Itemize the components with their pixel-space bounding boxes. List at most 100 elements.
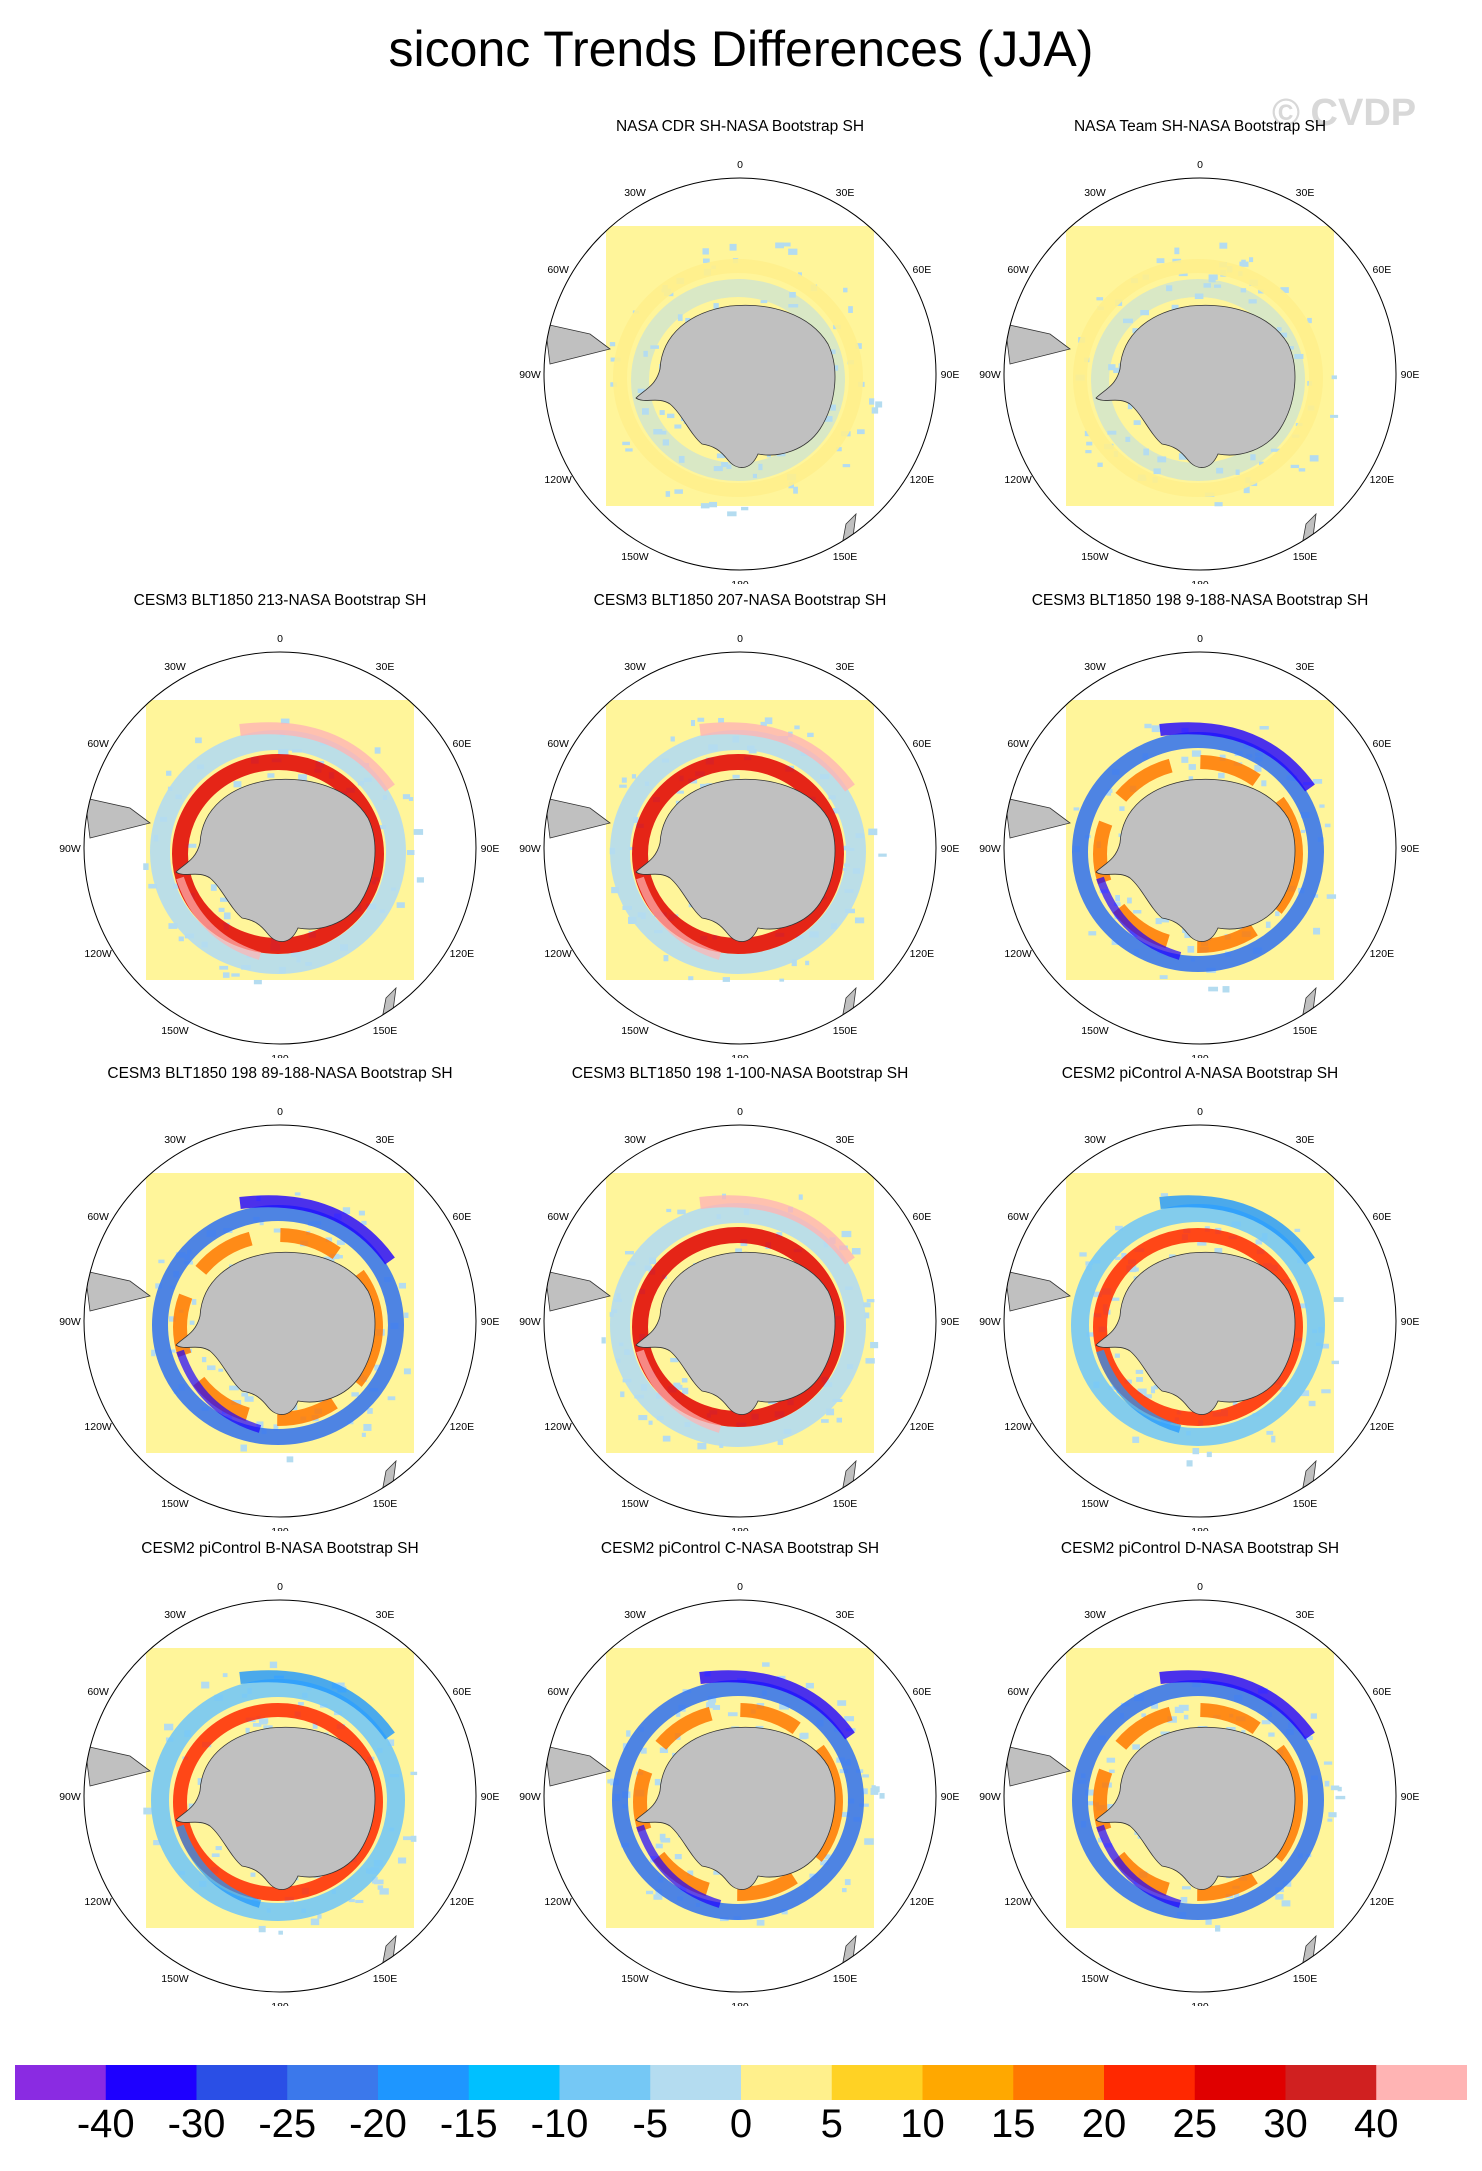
anomaly-speck bbox=[1150, 1386, 1156, 1394]
ice-edge-anomaly-band bbox=[1093, 1228, 1303, 1426]
anomaly-speck bbox=[374, 1364, 381, 1371]
anomaly-speck bbox=[201, 1681, 210, 1689]
ice-edge-anomaly-band bbox=[632, 1227, 844, 1427]
anomaly-speck bbox=[797, 272, 802, 277]
panel-title: NASA CDR SH-NASA Bootstrap SH bbox=[615, 118, 865, 135]
anomaly-speck bbox=[218, 907, 225, 912]
south-america-land bbox=[1004, 1270, 1071, 1312]
longitude-label: 120E bbox=[1370, 1421, 1395, 1433]
anomaly-speck bbox=[1113, 367, 1122, 374]
longitude-label: 30E bbox=[1296, 661, 1315, 673]
anomaly-speck bbox=[278, 1930, 283, 1935]
longitude-label: 60W bbox=[1007, 738, 1029, 750]
anomaly-speck bbox=[342, 1207, 351, 1215]
longitude-label: 90W bbox=[59, 1791, 81, 1803]
anomaly-speck bbox=[851, 1248, 861, 1255]
anomaly-speck bbox=[1096, 297, 1104, 301]
longitude-label: 90E bbox=[941, 843, 960, 855]
longitude-label: 120W bbox=[544, 474, 572, 486]
anomaly-speck bbox=[1307, 317, 1312, 324]
anomaly-speck bbox=[1286, 1880, 1292, 1887]
panel-title: CESM3 BLT1850 213-NASA Bootstrap SH bbox=[133, 592, 427, 609]
anomaly-speck bbox=[1233, 1893, 1240, 1898]
anomaly-speck bbox=[1174, 1706, 1180, 1713]
longitude-label: 30W bbox=[1084, 1609, 1106, 1621]
longitude-label: 180 bbox=[1191, 1053, 1209, 1058]
anomaly-speck bbox=[607, 1779, 612, 1784]
anomaly-speck bbox=[700, 783, 706, 790]
colorbar-label: -15 bbox=[439, 2102, 498, 2146]
longitude-label: 0 bbox=[737, 1106, 743, 1118]
anomaly-speck bbox=[172, 883, 180, 889]
anomaly-speck bbox=[1127, 403, 1133, 410]
anomaly-speck bbox=[398, 1282, 406, 1289]
anomaly-speck bbox=[367, 1408, 373, 1414]
anomaly-speck bbox=[253, 979, 262, 985]
longitude-label: 60W bbox=[547, 264, 569, 276]
new-zealand-land bbox=[1299, 512, 1317, 558]
polar-map: 0 30E 60E 90E 120E 150E 180 150W 120W 90W 60W 30W bbox=[519, 633, 960, 1058]
anomaly-speck bbox=[1151, 725, 1162, 733]
anomaly-speck bbox=[396, 902, 405, 908]
anomaly-speck bbox=[1219, 242, 1228, 249]
anomaly-speck bbox=[1222, 986, 1230, 993]
anomaly-speck bbox=[1133, 420, 1141, 425]
south-america-land bbox=[544, 323, 611, 365]
colorbar-swatch bbox=[15, 2065, 107, 2100]
map-boundary bbox=[1003, 177, 1397, 571]
colorbar-swatch bbox=[1285, 2065, 1377, 2100]
anomaly-speck bbox=[791, 959, 797, 967]
anomaly-speck bbox=[1171, 306, 1178, 312]
anomaly-speck bbox=[1178, 453, 1187, 460]
anomaly-speck bbox=[622, 441, 630, 446]
anomaly-speck bbox=[1303, 1735, 1313, 1741]
anomaly-speck bbox=[397, 1857, 407, 1864]
anomaly-speck bbox=[662, 1435, 671, 1442]
panel-title: CESM3 BLT1850 198 9-188-NASA Bootstrap S… bbox=[1031, 592, 1369, 609]
anomaly-speck bbox=[794, 725, 800, 730]
anomaly-speck bbox=[776, 1232, 783, 1237]
anomaly-speck bbox=[151, 1349, 156, 1357]
colorbar-label: -10 bbox=[530, 2102, 589, 2146]
longitude-label: 120E bbox=[910, 474, 935, 486]
anomaly-speck bbox=[153, 1840, 161, 1846]
longitude-label: 60E bbox=[1373, 738, 1392, 750]
panel-title: CESM2 piControl B-NASA Bootstrap SH bbox=[141, 1540, 419, 1557]
longitude-label: 120E bbox=[910, 1421, 935, 1433]
anomaly-speck bbox=[654, 1778, 661, 1786]
anomaly-speck bbox=[748, 748, 757, 754]
anomaly-speck bbox=[373, 1879, 384, 1885]
longitude-label: 60W bbox=[87, 738, 109, 750]
colorbar-swatch bbox=[105, 2065, 197, 2100]
anomaly-speck bbox=[775, 242, 784, 249]
map-boundary bbox=[543, 1124, 937, 1518]
anomaly-speck bbox=[727, 1712, 738, 1717]
anomaly-speck bbox=[741, 506, 749, 511]
longitude-label: 150E bbox=[373, 1498, 398, 1510]
anomaly-speck bbox=[1249, 257, 1254, 263]
longitude-label: 180 bbox=[731, 1053, 749, 1058]
anomaly-speck bbox=[416, 877, 424, 883]
anomaly-speck bbox=[1115, 1225, 1123, 1231]
anomaly-speck bbox=[1155, 918, 1162, 925]
polar-map: 0 30E 60E 90E 120E 150E 180 150W 120W 90W 60W 30W bbox=[59, 633, 499, 1058]
anomaly-speck bbox=[805, 1682, 814, 1689]
anomaly-speck bbox=[1243, 486, 1250, 494]
anomaly-speck bbox=[1310, 1713, 1317, 1719]
anomaly-speck bbox=[258, 1925, 266, 1933]
south-america-land bbox=[84, 1270, 151, 1312]
longitude-label: 150E bbox=[373, 1025, 398, 1037]
longitude-label: 30W bbox=[1084, 661, 1106, 673]
anomaly-speck bbox=[1281, 1900, 1291, 1907]
map-boundary bbox=[83, 1599, 477, 1993]
anomaly-speck bbox=[379, 1888, 389, 1895]
south-america-land bbox=[544, 797, 611, 839]
longitude-label: 150W bbox=[161, 1973, 189, 1985]
anomaly-speck bbox=[1178, 1704, 1189, 1711]
anomaly-speck bbox=[195, 737, 202, 744]
longitude-label: 120W bbox=[84, 1896, 112, 1908]
longitude-label: 60E bbox=[913, 1211, 932, 1223]
anomaly-speck bbox=[1160, 918, 1170, 923]
anomaly-speck bbox=[691, 719, 696, 727]
antarctica-land bbox=[175, 778, 376, 942]
